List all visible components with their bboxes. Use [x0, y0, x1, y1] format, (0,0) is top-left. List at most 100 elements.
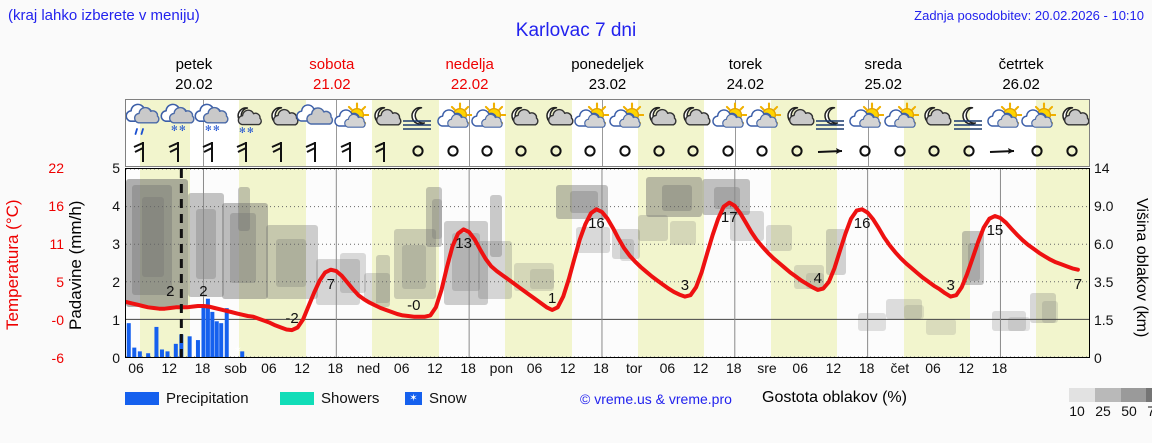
weather-icon-strip: ✻ ✻ ✻ ✻ ✻ ✻ — [125, 99, 1090, 167]
day-divider — [601, 100, 603, 166]
day-header-ponedeljek: ponedeljek 23.02 — [539, 55, 677, 99]
day-header-nedelja: nedelja 22.02 — [401, 55, 539, 99]
moon-cloud-icon — [676, 101, 711, 139]
sun-cloud-icon — [711, 101, 748, 139]
copyright-text[interactable]: © vreme.us & vreme.pro — [580, 391, 732, 407]
day-name: sobota — [309, 56, 355, 73]
time-tick-label: sob — [224, 360, 247, 376]
time-tick-label: 18 — [460, 360, 476, 376]
axis-tick-label: 1.5 — [1094, 312, 1114, 328]
day-header-četrtek: četrtek 26.02 — [952, 55, 1090, 99]
time-tick-label: sre — [757, 360, 777, 376]
cloud-snow-icon: ✻ ✻ — [194, 101, 229, 139]
temperature-value-label: 2 — [166, 283, 175, 301]
cloud-density-step — [1120, 388, 1147, 402]
wind-calm-icon — [779, 140, 813, 166]
axis-tick-label: 14 — [1094, 160, 1110, 176]
time-tick-label: 06 — [128, 360, 144, 376]
svg-text:✻: ✻ — [179, 124, 186, 133]
temperature-value-label: 2 — [199, 283, 208, 301]
day-name: četrtek — [998, 56, 1044, 73]
svg-text:✻: ✻ — [205, 124, 212, 133]
day-header-sreda: sreda 25.02 — [814, 55, 952, 99]
wind-barb-icon — [264, 140, 298, 166]
legend-snow: ✶ Snow — [405, 390, 467, 407]
svg-text:✶: ✶ — [233, 345, 241, 356]
daylight-band — [903, 169, 970, 357]
legend-showers-label: Showers — [321, 390, 380, 407]
wind-calm-icon — [607, 140, 641, 166]
day-divider — [734, 100, 736, 166]
moon-cloud-icon — [264, 101, 299, 139]
time-tick-label: 18 — [327, 360, 344, 376]
time-tick-label: 06 — [659, 360, 676, 376]
sun-cloud-icon — [573, 101, 610, 139]
svg-text:✻: ✻ — [213, 124, 220, 133]
sun-cloud-icon — [436, 101, 473, 139]
legend-showers: Showers — [280, 390, 379, 407]
forecast-plot: ✶ 2 2 -2 7 -0 13 1 16 3 17 4 16 3 15 7 — [125, 168, 1090, 358]
time-tick-label: 18 — [194, 360, 211, 376]
temperature-value-label: 1 — [547, 290, 557, 307]
last-updated-text: Zadnja posodobitev: 20.02.2026 - 10:10 — [914, 8, 1144, 23]
plot-canvas: ✶ — [126, 169, 1089, 357]
sun-cloud-icon — [848, 101, 885, 139]
wind-barb-icon — [229, 140, 263, 166]
axis-tick-label: 2 — [112, 274, 120, 290]
day-header-torek: torek 24.02 — [676, 55, 814, 99]
day-date: 25.02 — [864, 76, 902, 93]
time-tick-label: 12 — [559, 360, 576, 376]
wind-barb-icon — [367, 140, 401, 166]
daylight-band — [505, 169, 572, 357]
wind-barb-row — [126, 140, 1089, 166]
wind-calm-icon — [917, 140, 951, 166]
time-tick-label: 18 — [991, 360, 1008, 376]
cloud-density-ticks: 1025507590100 — [1059, 403, 1152, 421]
wind-calm-icon — [848, 140, 882, 166]
day-date: 26.02 — [1002, 76, 1040, 93]
precipitation-swatch — [125, 392, 159, 405]
wind-barb-icon — [814, 140, 848, 166]
axis-tick-label: 16 — [48, 198, 64, 214]
day-header-row: petek 20.02 sobota 21.02 nedelja 22.02 ponedel… — [125, 55, 1090, 99]
moon-fog-icon — [814, 101, 848, 139]
legend-snow-label: Snow — [429, 390, 467, 407]
moon-fog-icon — [401, 101, 435, 139]
cloud-partly-icon — [296, 101, 334, 139]
sun-cloud-icon — [332, 101, 369, 139]
axis-tick-label: 1 — [112, 312, 120, 328]
time-tick-label: 06 — [925, 360, 941, 376]
time-tick-label: 12 — [825, 360, 842, 376]
temperature-value-label: -2 — [285, 310, 299, 328]
wind-barb-icon — [160, 140, 194, 166]
wind-barb-icon — [298, 140, 332, 166]
time-tick-label: 12 — [692, 360, 709, 376]
sun-cloud-icon — [986, 101, 1023, 139]
precipitation-axis-title: Padavine (mm/h) — [66, 200, 85, 330]
day-name: ponedeljek — [571, 56, 644, 73]
day-name: sreda — [864, 56, 902, 73]
wind-calm-icon — [642, 140, 676, 166]
temperature-value-label: 15 — [986, 222, 1004, 239]
cloud-density-tick: 75 — [1147, 403, 1152, 419]
temperature-value-label: 13 — [455, 235, 472, 253]
day-divider — [336, 100, 338, 166]
axis-tick-label: 9.0 — [1094, 198, 1114, 214]
moon-cloud-icon — [367, 101, 402, 139]
cloud-rain-icon — [126, 101, 160, 139]
day-header-petek: petek 20.02 — [125, 55, 263, 99]
cloudheight-axis-ticks: 14 9.0 6.0 3.5 1.5 0 — [1094, 160, 1128, 366]
time-axis-ticks: 06 12 18 sob 06 12 18 ned 06 12 18 pon 06 12 18 tor 06 12… — [125, 360, 1090, 380]
menu-hint-text: (kraj lahko izberete v meniju) — [8, 7, 200, 24]
time-tick-label: 12 — [958, 360, 975, 376]
day-divider — [867, 100, 869, 166]
time-tick-label: 18 — [858, 360, 875, 376]
sun-cloud-icon — [745, 101, 782, 139]
wind-calm-icon — [1055, 140, 1089, 166]
cloud-density-tick: 25 — [1095, 403, 1111, 419]
day-date: 22.02 — [450, 76, 489, 93]
moon-cloud-snow-icon: ✻ ✻ — [229, 101, 263, 139]
precipitation-axis-ticks: 5 4 3 2 1 0 — [92, 160, 120, 366]
moon-cloud-icon — [1055, 101, 1089, 139]
day-date: 24.02 — [726, 76, 765, 93]
